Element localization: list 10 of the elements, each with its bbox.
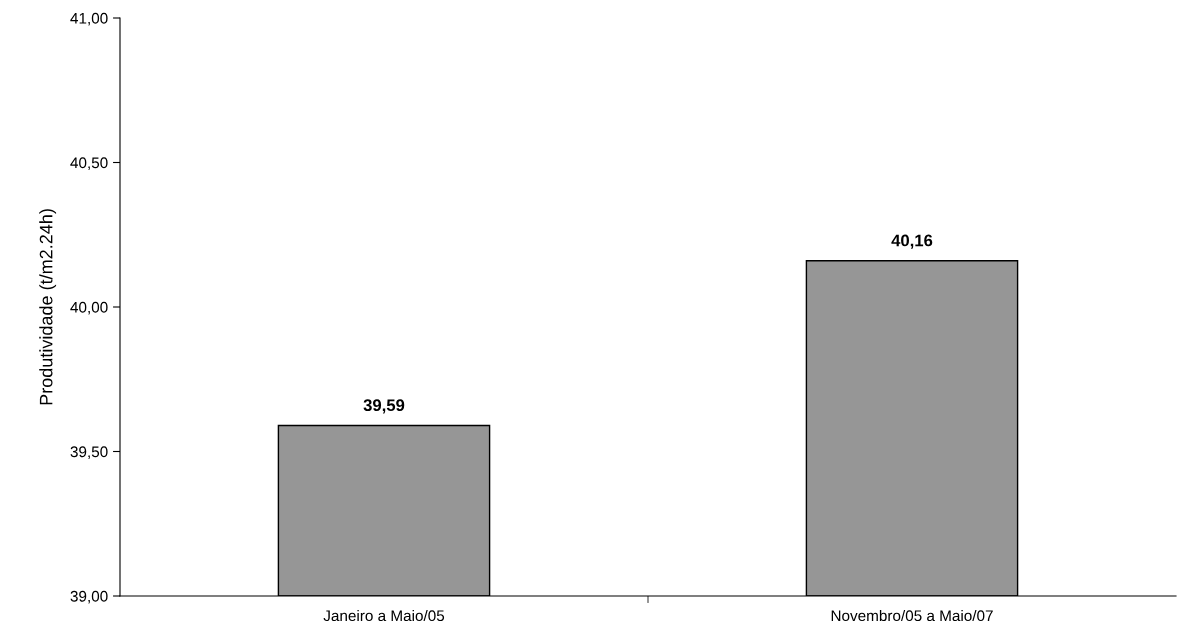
x-tick-label: Novembro/05 a Maio/07 [831,609,993,622]
y-tick-label: 40,00 [70,301,108,315]
y-axis-title: Produtividade (t/m2.24h) [39,209,57,405]
y-tick-label: 39,00 [70,590,108,604]
data-label: 39,59 [363,399,405,414]
x-tick-label: Janeiro a Maio/05 [323,609,445,622]
y-tick-label: 39,50 [70,446,108,459]
y-tick-label: 40,50 [70,157,108,170]
data-label: 40,16 [891,234,933,249]
y-tick-label: 41,00 [70,12,108,26]
